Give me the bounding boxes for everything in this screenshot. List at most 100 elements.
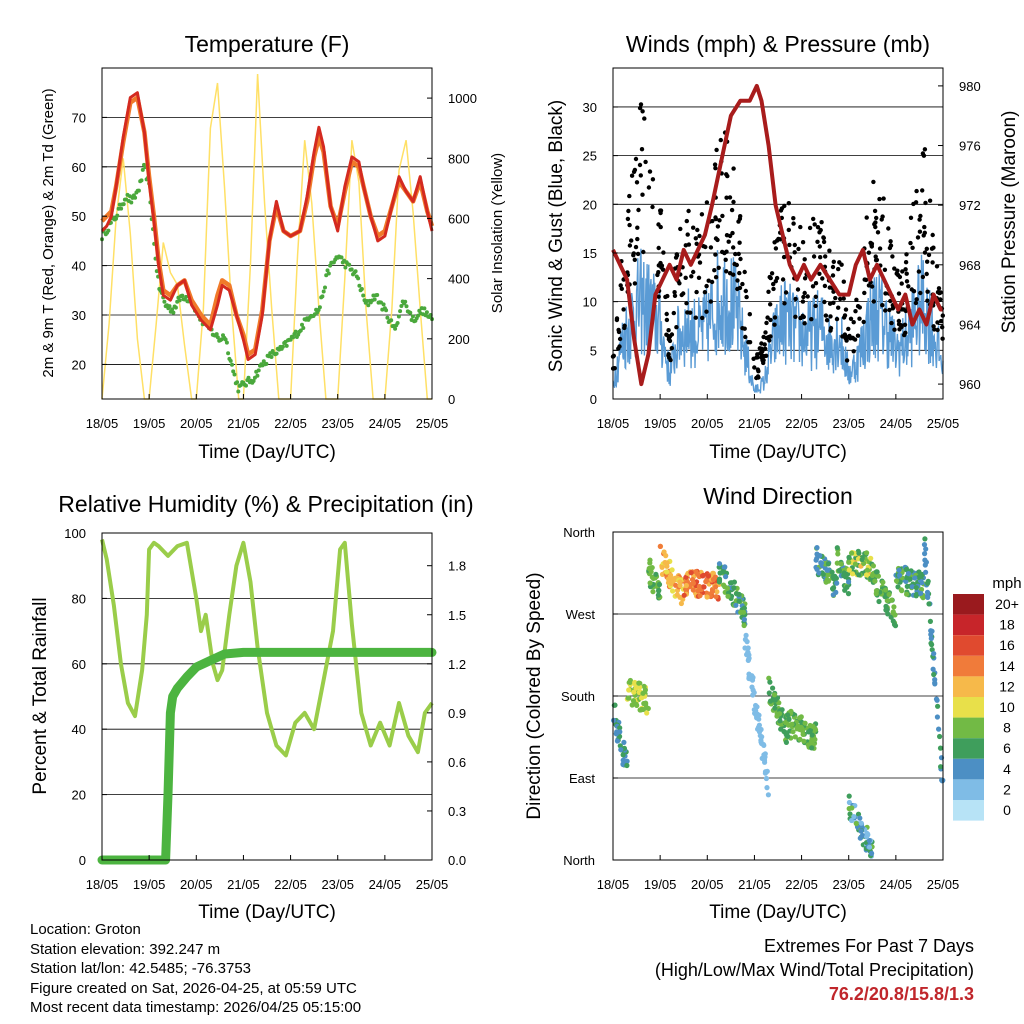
wind-direction-point — [873, 569, 880, 575]
sonic-gust-point — [922, 250, 928, 255]
sonic-gust-point — [746, 340, 751, 345]
sonic-gust-point — [686, 208, 691, 214]
sonic-gust-point — [879, 217, 884, 222]
sonic-gust-point — [791, 221, 796, 226]
sonic-gust-point — [688, 310, 693, 315]
sonic-gust-point — [718, 137, 723, 143]
sonic-gust-point — [940, 325, 945, 330]
sonic-gust-point — [918, 213, 923, 219]
sonic-gust-point — [632, 281, 638, 286]
sonic-gust-point — [848, 336, 853, 341]
sonic-gust-point — [830, 264, 836, 270]
speed-legend-label: 8 — [1003, 720, 1011, 736]
wind-direction-point — [802, 720, 808, 726]
sonic-gust-point — [834, 316, 840, 322]
wind-direction-point — [891, 604, 897, 610]
sonic-gust-point — [772, 240, 777, 245]
sonic-gust-point — [694, 241, 699, 246]
dewpoint-point — [398, 309, 403, 314]
wind-direction-point — [767, 698, 774, 704]
sonic-gust-point — [767, 274, 772, 280]
sonic-gust-point — [691, 225, 696, 230]
sonic-gust-point — [852, 337, 858, 342]
wind-direction-point — [750, 692, 756, 698]
sonic-gust-point — [795, 287, 801, 292]
sonic-gust-point — [800, 313, 805, 319]
wind-direction-point — [611, 717, 617, 724]
wind-direction-point — [888, 614, 894, 620]
sonic-gust-point — [622, 325, 627, 331]
sonic-gust-point — [872, 208, 878, 214]
wind-direction-point — [683, 582, 690, 589]
wind-direction-point — [849, 550, 855, 556]
direction-x-tick-label: 18/05 — [597, 877, 630, 892]
sonic-gust-point — [916, 269, 922, 274]
sonic-gust-point — [904, 271, 909, 276]
sonic-gust-point — [683, 275, 688, 280]
sonic-gust-point — [738, 214, 743, 219]
sonic-gust-point — [843, 307, 849, 312]
sonic-gust-point — [712, 268, 717, 273]
dewpoint-point — [298, 328, 303, 333]
wind-direction-point — [834, 545, 840, 551]
wind-direction-point — [624, 762, 630, 769]
sonic-gust-point — [720, 213, 725, 219]
wind-direction-point — [783, 739, 790, 746]
dewpoint-point — [230, 362, 234, 367]
sonic-gust-point — [694, 289, 699, 295]
dewpoint-point — [372, 297, 377, 302]
sonic-gust-point — [833, 295, 838, 301]
sonic-gust-point — [656, 245, 661, 251]
sonic-gust-point — [881, 196, 886, 201]
dewpoint-point — [375, 293, 380, 297]
sonic-wind-line — [612, 248, 944, 394]
wind-direction-point — [695, 571, 701, 577]
sonic-gust-point — [647, 169, 653, 174]
sonic-gust-point — [820, 276, 825, 281]
dewpoint-point — [246, 375, 251, 380]
dewpoint-point — [264, 361, 269, 366]
sonic-gust-point — [802, 276, 808, 281]
sonic-gust-point — [723, 257, 728, 262]
sonic-gust-point — [828, 328, 833, 333]
sonic-gust-point — [813, 294, 818, 299]
wind-direction-point — [838, 561, 844, 567]
wind-direction-point — [767, 679, 773, 685]
sonic-gust-point — [631, 169, 637, 174]
wind-direction-point — [916, 569, 922, 575]
humidity-x-tick-label: 25/05 — [416, 877, 449, 892]
sonic-gust-point — [637, 162, 643, 168]
sonic-gust-point — [709, 279, 715, 285]
sonic-gust-point — [818, 227, 823, 233]
wind-direction-point — [647, 560, 653, 566]
dewpoint-point — [226, 351, 231, 356]
wind-direction-point — [846, 793, 852, 799]
wind-direction-point — [825, 561, 832, 567]
sonic-gust-point — [842, 332, 848, 337]
sonic-gust-point — [666, 337, 672, 342]
wind-direction-point — [918, 586, 925, 593]
wind-direction-point — [893, 578, 900, 584]
wind-direction-point — [935, 703, 941, 709]
wind-direction-point — [884, 598, 890, 604]
wind-direction-point — [790, 729, 796, 735]
humidity-x-tick-label: 21/05 — [227, 877, 260, 892]
sonic-gust-point — [883, 291, 888, 296]
sonic-gust-point — [902, 332, 907, 338]
winds-left-ticks: 0 5 10 15 20 25 30 — [583, 100, 618, 407]
sonic-gust-point — [771, 281, 776, 287]
humidity-left-tick-label: 100 — [64, 526, 86, 541]
wind-direction-point — [701, 584, 707, 590]
wind-direction-point — [701, 572, 707, 578]
wind-direction-point — [937, 733, 943, 740]
wind-direction-point — [800, 731, 806, 738]
sonic-gust-point — [768, 302, 773, 307]
sonic-gust-point — [819, 220, 824, 225]
wind-direction-point — [722, 564, 728, 570]
dewpoint-point — [129, 200, 134, 205]
speed-legend-label: 4 — [1003, 761, 1011, 777]
wind-direction-point — [856, 572, 862, 578]
wind-direction-point — [913, 593, 919, 599]
temperature-right-label: Solar Insolation (Yellow) — [489, 153, 506, 313]
dewpoint-point — [424, 310, 429, 315]
